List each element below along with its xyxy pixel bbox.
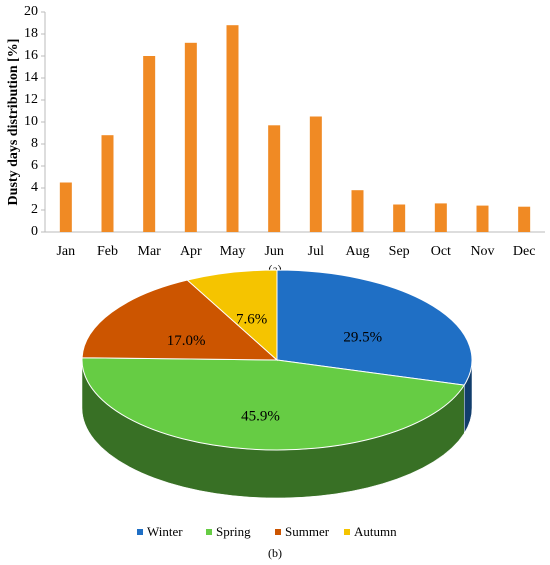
data-label: 17.0%	[167, 333, 206, 349]
bar	[518, 206, 531, 232]
legend-swatch	[344, 529, 350, 535]
legend-swatch	[137, 529, 143, 535]
y-tick-label: 10	[24, 114, 38, 129]
y-tick-label: 20	[24, 4, 38, 19]
x-tick-label: May	[220, 244, 246, 259]
bar	[143, 56, 156, 232]
data-label: 29.5%	[343, 330, 382, 346]
legend-label: Summer	[285, 524, 330, 539]
y-tick-label: 14	[24, 70, 38, 85]
bar	[434, 203, 447, 232]
pie-slice	[186, 269, 278, 362]
x-tick-label: Feb	[97, 244, 118, 259]
x-tick-label: Apr	[180, 244, 202, 259]
pie-slice	[81, 279, 279, 361]
bar	[476, 205, 489, 232]
y-axis-label: Dusty days distribution [%]	[6, 39, 21, 206]
pie-slice	[81, 357, 466, 451]
bar	[351, 190, 364, 232]
bar	[184, 42, 197, 232]
y-tick-label: 12	[24, 92, 38, 107]
y-tick-label: 4	[31, 180, 38, 195]
y-tick-label: 18	[24, 26, 38, 41]
bar	[59, 182, 72, 232]
legend-label: Winter	[147, 524, 183, 539]
caption: (b)	[268, 546, 282, 560]
bar	[393, 204, 406, 232]
x-tick-label: Oct	[431, 244, 451, 259]
x-tick-label: Nov	[470, 244, 494, 259]
x-tick-label: Mar	[138, 244, 162, 259]
y-tick-label: 6	[31, 158, 38, 173]
bar	[101, 135, 114, 232]
bar	[268, 125, 281, 232]
data-label: 7.6%	[236, 311, 267, 327]
data-label: 45.9%	[241, 408, 280, 424]
y-tick-label: 8	[31, 136, 38, 151]
x-tick-label: Jul	[308, 244, 324, 259]
x-tick-label: Jun	[264, 244, 283, 259]
bar	[226, 25, 239, 233]
legend-label: Autumn	[354, 524, 397, 539]
y-tick-label: 2	[31, 202, 38, 217]
x-tick-label: Aug	[345, 244, 369, 259]
y-tick-label: 16	[24, 48, 38, 63]
x-tick-label: Sep	[389, 244, 410, 259]
pie-slice	[276, 269, 473, 386]
x-tick-label: Jan	[56, 244, 75, 259]
y-tick-label: 0	[31, 224, 38, 239]
x-tick-label: Dec	[513, 244, 536, 259]
legend-swatch	[275, 529, 281, 535]
legend-label: Spring	[216, 524, 251, 539]
legend-swatch	[206, 529, 212, 535]
bar	[309, 116, 322, 232]
